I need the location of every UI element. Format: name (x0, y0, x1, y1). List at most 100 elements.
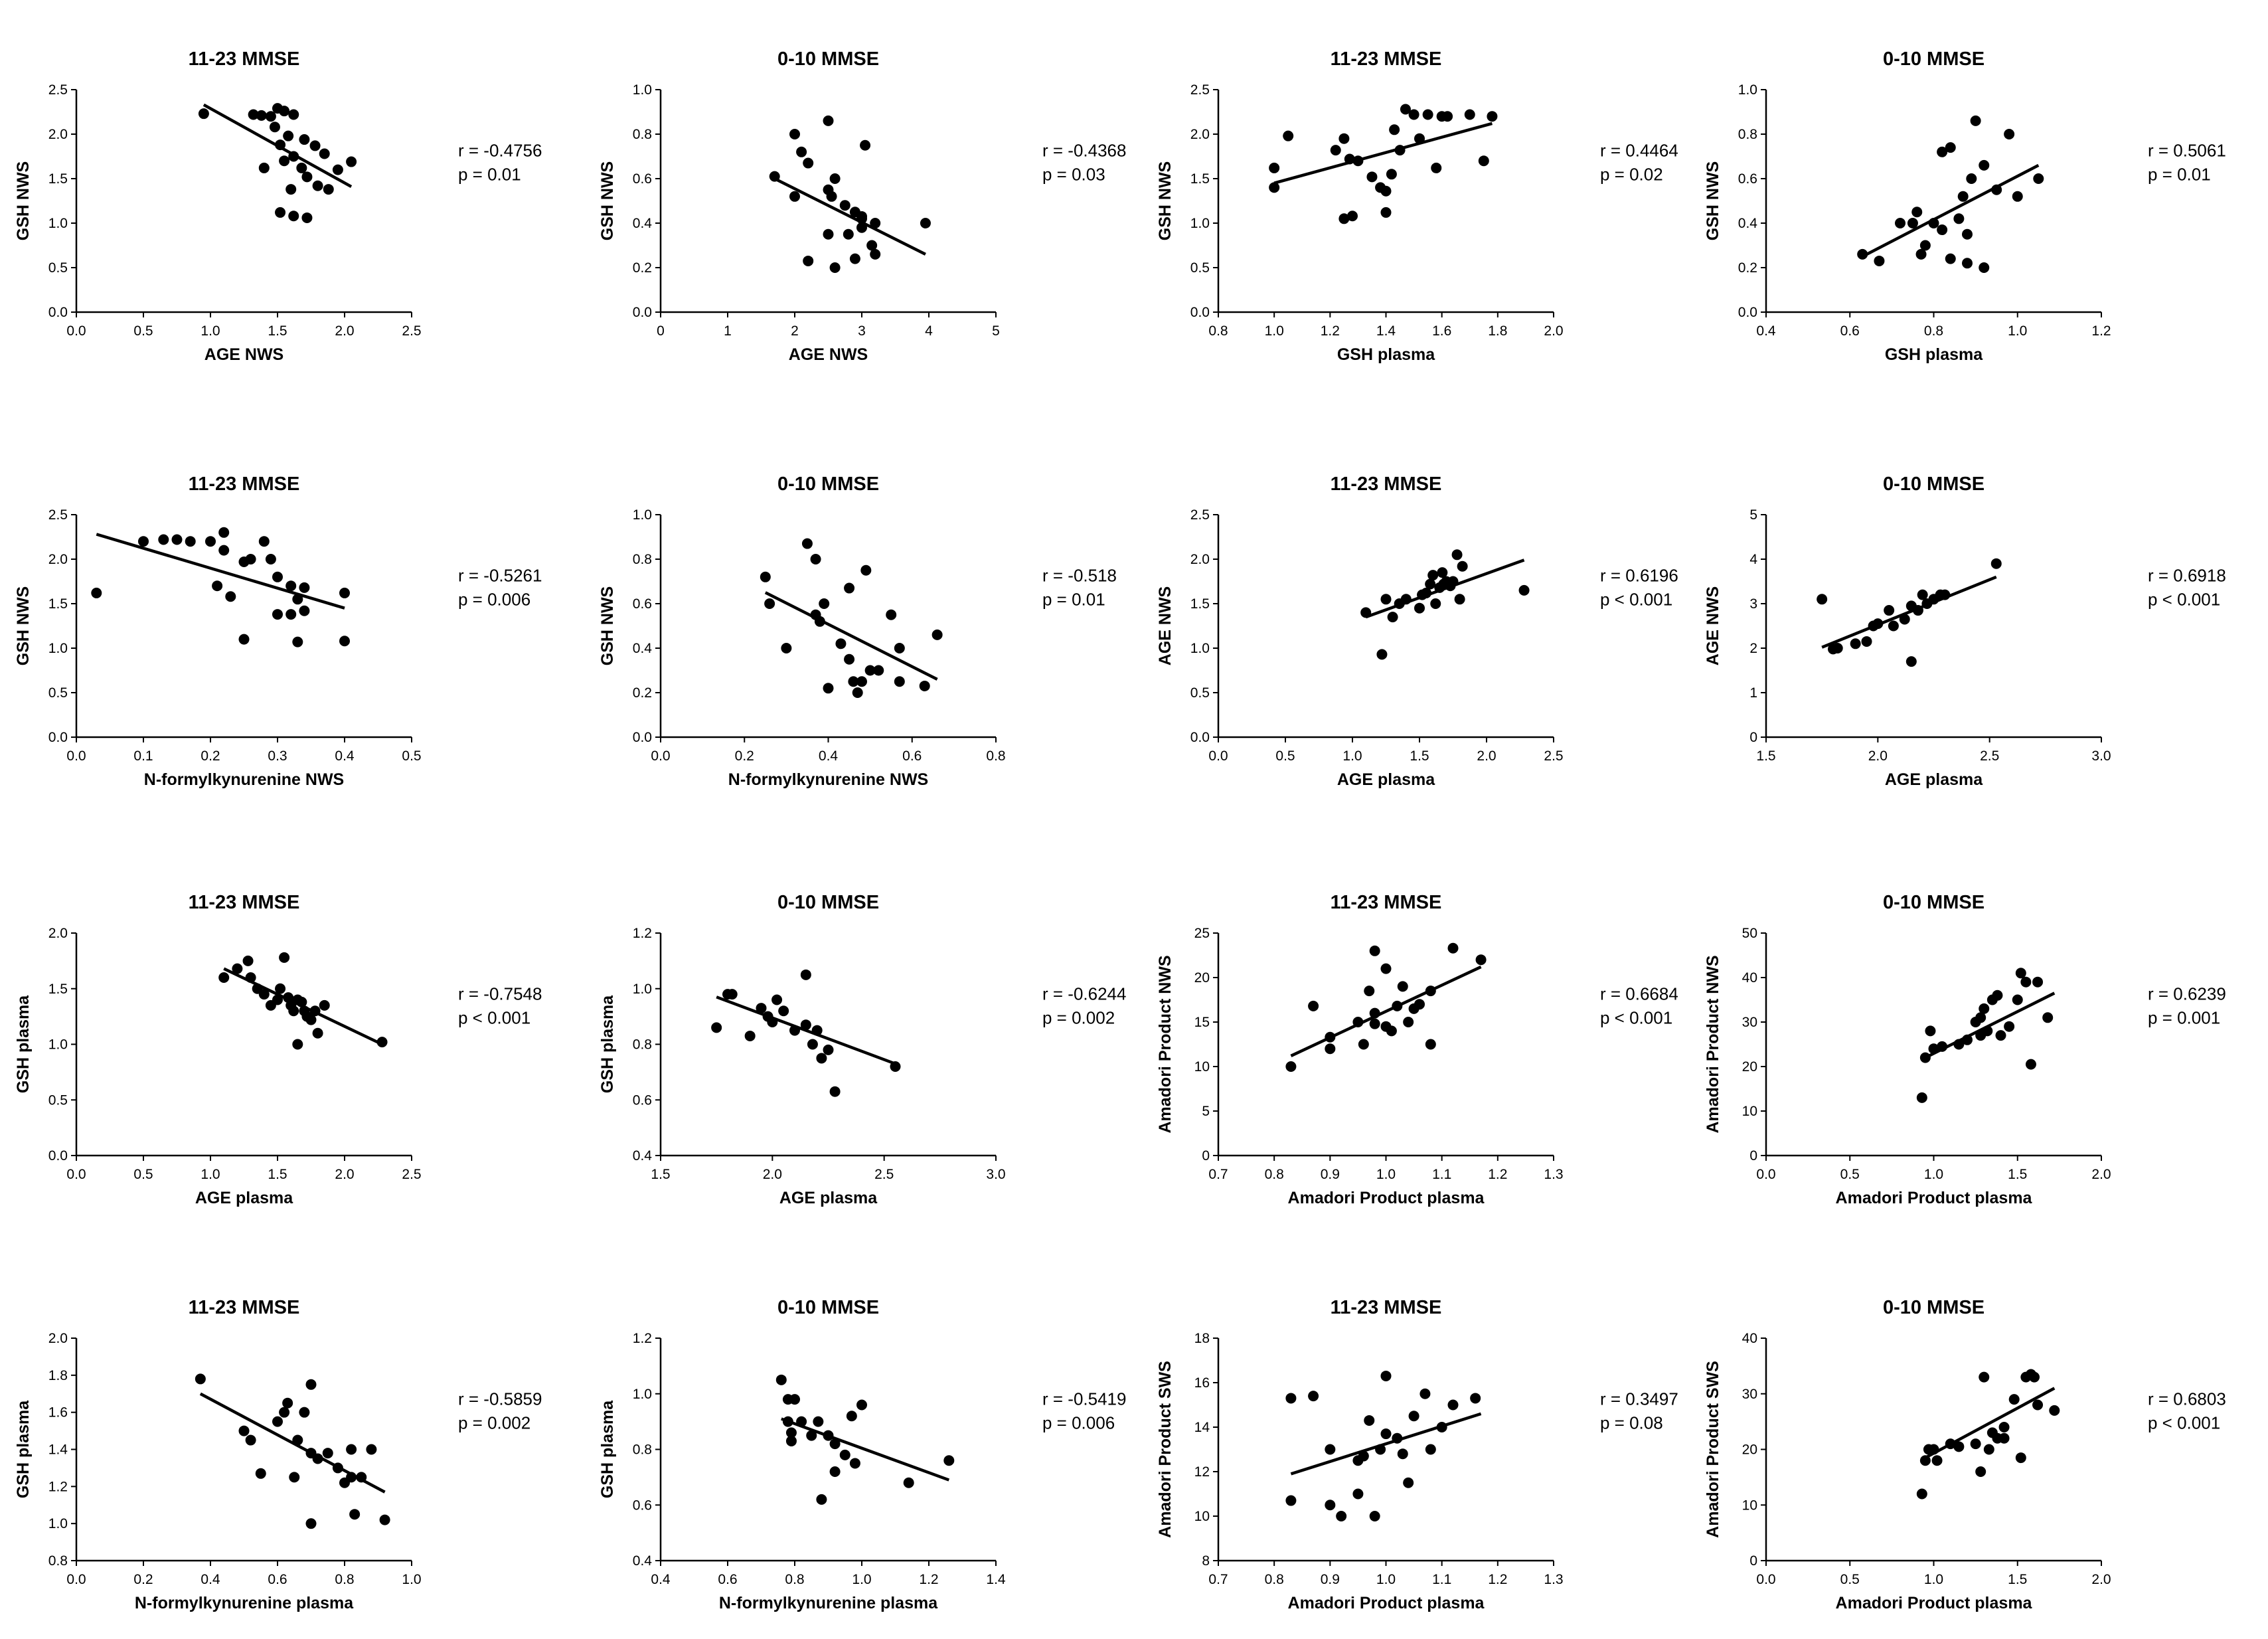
y-axis-label: AGE NWS (1704, 586, 1722, 665)
data-point (272, 994, 283, 1005)
y-tick-label: 0 (1749, 1148, 1757, 1164)
x-tick-label: 0.4 (651, 1572, 671, 1587)
data-point (1970, 1438, 1981, 1450)
y-tick-label: 0.5 (48, 1092, 68, 1108)
data-point (789, 191, 800, 202)
y-axis-label: GSH plasma (14, 1400, 33, 1498)
y-tick-label: 0.8 (633, 127, 652, 142)
data-point (218, 972, 230, 983)
x-tick-label: 1.5 (2008, 1167, 2027, 1182)
y-tick-label: 18 (1194, 1331, 1210, 1346)
scatter-panel: 11-23 MMSE 0.0 0.1 0.2 0.3 0.4 0.5 0.0 0.5 1.0 1.5… (14, 474, 542, 789)
y-tick-label: 1.5 (48, 596, 68, 612)
x-tick-label: 0.2 (735, 748, 754, 764)
y-tick-label: 1.5 (1190, 596, 1210, 612)
x-tick-label: 0.0 (1208, 748, 1228, 764)
data-point (275, 983, 286, 994)
data-point (339, 636, 350, 647)
y-tick-label: 25 (1194, 926, 1210, 941)
data-point (1369, 945, 1380, 956)
x-tick-label: 0.5 (133, 323, 153, 339)
y-tick-label: 0.5 (1190, 685, 1210, 701)
y-tick-label: 40 (1742, 970, 1757, 986)
x-tick-label: 1.0 (201, 1167, 220, 1182)
x-axis-label: AGE NWS (789, 345, 868, 364)
data-point (803, 157, 814, 169)
data-point (932, 629, 943, 640)
r-value: r = -0.4368 (1042, 141, 1126, 161)
y-tick-label: 0.4 (633, 216, 653, 231)
y-tick-label: 14 (1194, 1420, 1210, 1435)
r-value: r = 0.6684 (1600, 984, 1678, 1004)
regression-line (716, 995, 896, 1065)
x-tick-label: 0.5 (133, 1167, 153, 1182)
data-point (1403, 1477, 1414, 1488)
y-tick-label: 0.0 (1738, 305, 1757, 320)
y-axis-label: GSH NWS (14, 161, 33, 240)
data-point (1375, 1444, 1386, 1455)
data-point (826, 191, 837, 202)
x-tick-label: 0.4 (1756, 323, 1776, 339)
data-point (1945, 142, 1956, 153)
data-point (726, 989, 738, 1000)
data-point (1919, 240, 1931, 251)
x-tick-label: 1.3 (1544, 1572, 1563, 1587)
y-tick-label: 1 (1749, 685, 1757, 701)
y-axis-label: Amadori Product NWS (1704, 955, 1722, 1133)
data-point (829, 262, 841, 273)
x-tick-label: 0.8 (785, 1572, 804, 1587)
data-point (1817, 594, 1828, 605)
y-tick-label: 1.0 (48, 1516, 68, 1531)
data-point (1414, 602, 1425, 614)
data-point (238, 634, 250, 645)
data-point (1454, 594, 1465, 605)
data-point (1325, 1500, 1336, 1511)
data-point (1457, 561, 1468, 572)
y-axis-label: Amadori Product SWS (1704, 1361, 1722, 1538)
data-point (839, 1449, 850, 1460)
data-point (1998, 1432, 2010, 1444)
data-point (1392, 1432, 1403, 1444)
p-value: p < 0.001 (458, 1008, 530, 1028)
y-tick-label: 20 (1742, 1059, 1757, 1075)
regression-line (1273, 122, 1493, 185)
x-tick-label: 4 (925, 323, 933, 339)
data-point (1397, 1448, 1408, 1460)
scatter-panel: 0-10 MMSE 0.4 0.6 0.8 1.0 1.2 0.0 0.2 0.4 0.6 0.8 1… (1704, 48, 2226, 364)
x-tick-label: 0.5 (1840, 1572, 1860, 1587)
data-point (823, 115, 834, 126)
data-point (1931, 1455, 1943, 1466)
r-value: r = 0.6803 (2148, 1389, 2226, 1409)
data-point (767, 1017, 778, 1027)
data-point (771, 994, 783, 1005)
x-tick-label: 1.0 (1376, 1167, 1396, 1182)
data-point (1915, 248, 1927, 260)
y-tick-label: 0.4 (633, 1553, 653, 1569)
x-tick-label: 3 (858, 323, 866, 339)
x-tick-label: 0.8 (986, 748, 1005, 764)
data-point (856, 1399, 867, 1411)
x-axis-label: N-formylkynurenine NWS (728, 770, 928, 789)
data-point (756, 1003, 767, 1014)
data-point (778, 1005, 789, 1017)
data-point (829, 1466, 841, 1477)
y-tick-label: 0.2 (633, 260, 652, 276)
data-point (796, 1416, 807, 1427)
x-tick-label: 1.6 (1432, 323, 1451, 339)
x-tick-label: 1.4 (986, 1572, 1006, 1587)
data-point (339, 587, 350, 598)
x-tick-label: 2.0 (335, 1167, 354, 1182)
scatter-panel: 11-23 MMSE 0.8 1.0 1.2 1.4 1.6 1.8 2.0 0.0 0.5 1.0… (1156, 48, 1678, 364)
y-tick-label: 16 (1194, 1375, 1210, 1391)
y-tick-label: 0.8 (633, 1037, 652, 1053)
x-tick-label: 0.0 (66, 1167, 86, 1182)
x-tick-label: 0.7 (1208, 1167, 1228, 1182)
data-point (245, 972, 256, 983)
data-point (1962, 1034, 1973, 1045)
x-axis-label: AGE plasma (779, 1189, 878, 1207)
x-axis-label: AGE NWS (204, 345, 284, 364)
data-point (288, 211, 299, 222)
x-tick-label: 0.3 (268, 748, 287, 764)
y-tick-label: 5 (1202, 1104, 1210, 1119)
data-point (91, 587, 102, 598)
